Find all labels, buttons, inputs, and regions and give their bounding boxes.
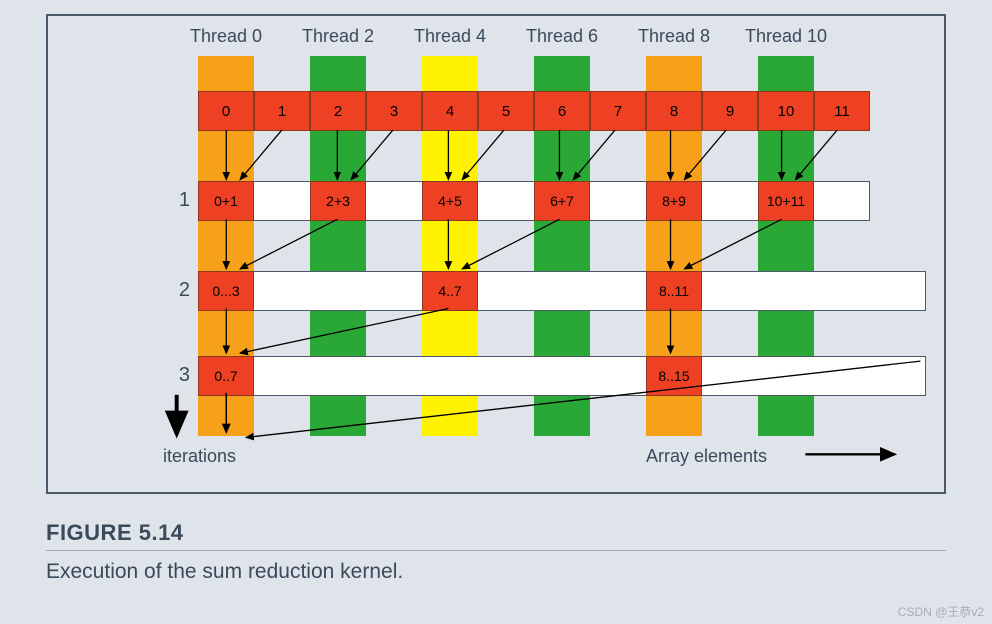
figure-label: FIGURE 5.14: [46, 520, 184, 546]
array-cell: 3: [366, 91, 422, 131]
iteration-label: 2: [160, 279, 190, 302]
reduction-cell: 4+5: [422, 181, 478, 221]
array-cell: 8: [646, 91, 702, 131]
iterations-label: iterations: [163, 446, 236, 467]
iteration-label: 3: [160, 364, 190, 387]
array-cell: 6: [534, 91, 590, 131]
thread-label: Thread 6: [512, 26, 612, 47]
array-cell: 1: [254, 91, 310, 131]
divider: [46, 550, 946, 551]
row-band: [198, 356, 926, 396]
figure-caption: Execution of the sum reduction kernel.: [46, 560, 403, 584]
reduction-cell: 8..15: [646, 356, 702, 396]
reduction-cell: 8..11: [646, 271, 702, 311]
diagram-frame: Thread 0 Thread 2 Thread 4 Thread 6 Thread 8…: [46, 14, 946, 494]
array-cell: 4: [422, 91, 478, 131]
thread-label: Thread 10: [736, 26, 836, 47]
array-cell: 7: [590, 91, 646, 131]
array-cell: 10: [758, 91, 814, 131]
reduction-cell: 8+9: [646, 181, 702, 221]
reduction-cell: 0+1: [198, 181, 254, 221]
iteration-label: 1: [160, 189, 190, 212]
array-cell: 11: [814, 91, 870, 131]
reduction-cell: 6+7: [534, 181, 590, 221]
reduction-cell: 0...3: [198, 271, 254, 311]
reduction-cell: 10+11: [758, 181, 814, 221]
array-cell: 2: [310, 91, 366, 131]
reduction-cell: 0..7: [198, 356, 254, 396]
thread-label: Thread 8: [624, 26, 724, 47]
array-cell: 9: [702, 91, 758, 131]
watermark: CSDN @王恭v2: [898, 603, 984, 620]
reduction-cell: 2+3: [310, 181, 366, 221]
row-band: [198, 271, 926, 311]
thread-label: Thread 0: [176, 26, 276, 47]
reduction-cell: 4..7: [422, 271, 478, 311]
array-cell: 5: [478, 91, 534, 131]
array-cell: 0: [198, 91, 254, 131]
array-elements-label: Array elements: [646, 446, 767, 467]
thread-label: Thread 2: [288, 26, 388, 47]
thread-label: Thread 4: [400, 26, 500, 47]
